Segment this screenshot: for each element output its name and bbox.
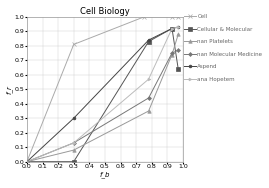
nan Platelets [25, 161, 29, 163]
Line: Aspend: Aspend [26, 26, 180, 163]
ana Hopetem [177, 26, 180, 28]
Line: nan Platelets: nan Platelets [25, 33, 180, 163]
Aspend [147, 39, 150, 41]
Aspend [170, 27, 174, 30]
nan Molecular Medicine [170, 52, 174, 54]
Line: nan Molecular Medicine: nan Molecular Medicine [26, 49, 180, 163]
Aspend [25, 161, 29, 163]
nan Molecular Medicine [147, 97, 150, 99]
nan Molecular Medicine [25, 161, 29, 163]
Cellular & Molecular [147, 40, 150, 43]
ana Hopetem [147, 78, 150, 80]
nan Molecular Medicine [72, 142, 75, 144]
X-axis label: f_b: f_b [100, 171, 110, 178]
nan Molecular Medicine [177, 49, 180, 51]
Y-axis label: f_r: f_r [6, 85, 13, 94]
ana Hopetem [170, 27, 174, 30]
Cell [177, 16, 180, 18]
Line: ana Hopetem: ana Hopetem [26, 26, 180, 163]
Cell [25, 161, 29, 163]
ana Hopetem [25, 161, 29, 163]
Cellular & Molecular [25, 161, 29, 163]
Line: Cellular & Molecular: Cellular & Molecular [25, 27, 180, 163]
Line: Cell: Cell [25, 15, 180, 163]
Cellular & Molecular [72, 161, 75, 163]
nan Platelets [72, 149, 75, 151]
Title: Cell Biology: Cell Biology [80, 7, 130, 16]
Aspend [177, 26, 180, 28]
Aspend [72, 117, 75, 119]
Cell [170, 16, 174, 18]
ana Hopetem [72, 142, 75, 144]
Legend: Cell, Cellular & Molecular, nan Platelets, nan Molecular Medicine, Aspend, ana H: Cell, Cellular & Molecular, nan Platelet… [185, 14, 262, 82]
Cell [142, 16, 146, 18]
Cell [72, 43, 75, 45]
nan Platelets [147, 110, 150, 112]
Cellular & Molecular [177, 68, 180, 70]
nan Platelets [170, 53, 174, 56]
nan Platelets [177, 33, 180, 35]
Cellular & Molecular [170, 27, 174, 30]
